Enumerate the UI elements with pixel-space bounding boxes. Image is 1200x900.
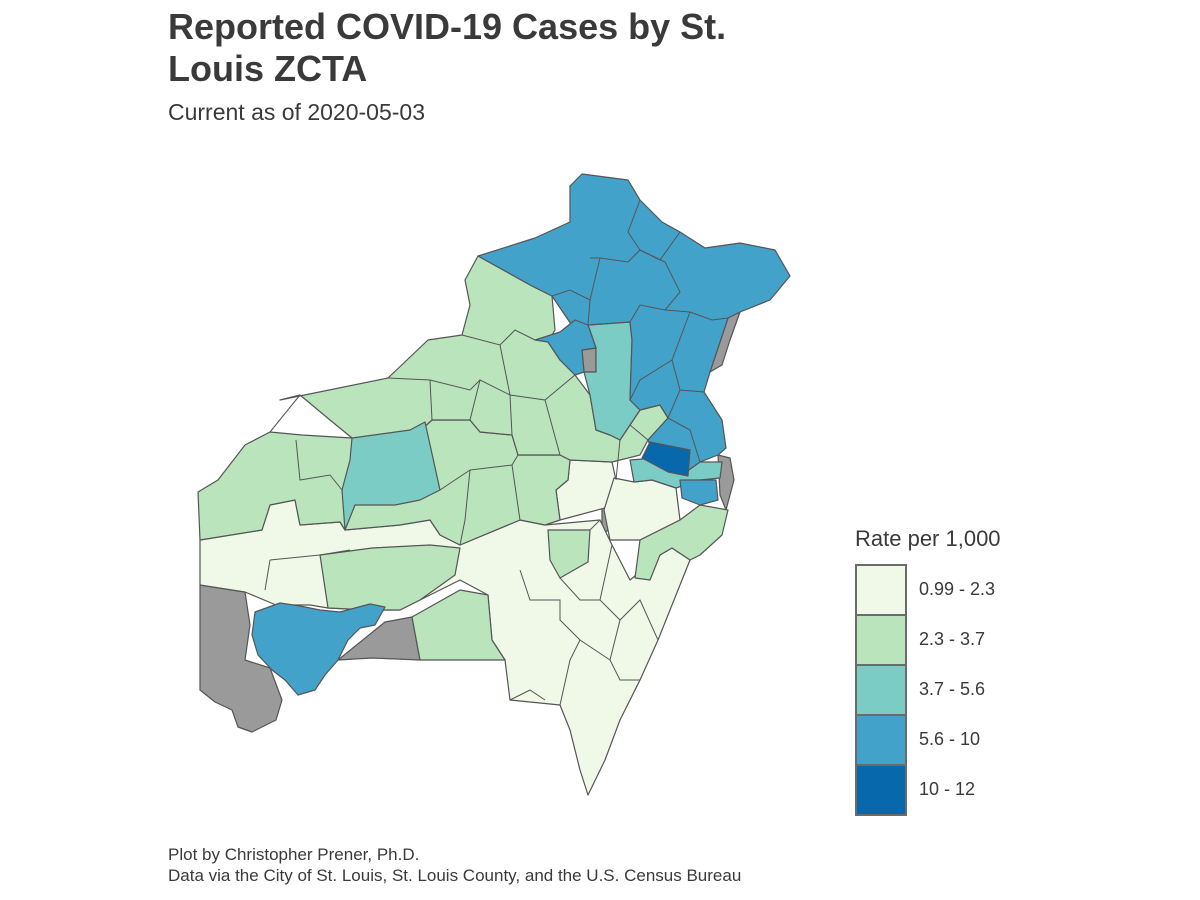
zcta-polygon — [319, 544, 461, 611]
caption-author: Plot by Christopher Prener, Ph.D. — [168, 845, 420, 864]
zcta-polygon — [547, 529, 591, 579]
legend-swatch — [857, 666, 905, 716]
legend-keys — [855, 564, 907, 816]
zcta-polygon — [251, 602, 386, 696]
legend-label: 10 - 12 — [919, 779, 976, 799]
legend-swatch — [857, 716, 905, 766]
legend-label: 5.6 - 10 — [919, 729, 981, 749]
caption-source: Data via the City of St. Louis, St. Loui… — [168, 866, 742, 885]
zcta-polygon — [717, 454, 735, 511]
zcta-polygon — [341, 421, 441, 531]
zcta-polygon — [641, 441, 691, 477]
zcta-polygon — [634, 504, 729, 581]
legend-title: Rate per 1,000 — [855, 526, 1001, 551]
map-title: Reported COVID-19 Cases by St. Louis ZCT… — [168, 6, 727, 89]
zcta-polygon — [199, 584, 283, 733]
zcta-polygon — [477, 173, 791, 473]
zcta-polygon — [679, 479, 719, 506]
zcta-boundaries — [264, 199, 729, 706]
legend-swatch — [857, 566, 905, 616]
legend-swatch — [857, 616, 905, 666]
legend-label: 2.3 - 3.7 — [919, 629, 986, 649]
map-subtitle: Current as of 2020-05-03 — [168, 99, 425, 125]
map-legend: Rate per 1,000 0.99 - 2.3 2.3 - 3.7 3.7 … — [855, 526, 1001, 816]
legend-swatch — [857, 766, 905, 814]
zcta-polygon — [411, 589, 506, 661]
legend-label: 3.7 - 5.6 — [919, 679, 986, 699]
legend-label: 0.99 - 2.3 — [919, 579, 996, 599]
zcta-polygon — [534, 319, 597, 376]
plot-caption: Plot by Christopher Prener, Ph.D. Data v… — [168, 844, 741, 886]
